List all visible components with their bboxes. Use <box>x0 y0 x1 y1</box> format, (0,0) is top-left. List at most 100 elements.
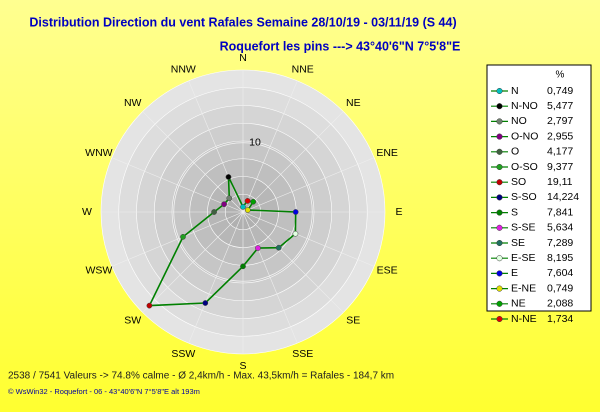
spoke <box>242 157 375 213</box>
direction-label: SSE <box>292 348 313 360</box>
direction-label: S <box>239 360 246 372</box>
spoke <box>242 211 298 344</box>
legend-marker <box>496 300 503 307</box>
r-grid <box>173 142 313 282</box>
r-tick-label: 10 <box>249 137 261 149</box>
legend-marker <box>496 133 503 140</box>
legend-value: 19,11 <box>547 176 573 188</box>
legend-value: 2,797 <box>547 115 573 127</box>
point <box>211 209 217 215</box>
legend-label: S-SO <box>511 191 537 203</box>
direction-label: N <box>239 52 247 64</box>
legend-marker <box>496 239 503 247</box>
legend-box <box>486 64 592 312</box>
legend-marker <box>496 224 503 231</box>
legend-label: S <box>511 206 518 218</box>
direction-label: SW <box>124 315 141 327</box>
legend-label: NE <box>511 298 526 310</box>
legend-value: 5,477 <box>547 100 573 112</box>
legend-label: N-NO <box>511 100 538 112</box>
legend-value: 9,377 <box>547 161 573 173</box>
legend-value: 14,224 <box>547 191 579 203</box>
legend-label: S-SE <box>511 222 536 234</box>
direction-label: NW <box>124 97 142 109</box>
point <box>292 209 299 215</box>
point <box>250 198 257 205</box>
direction-label: WSW <box>85 265 112 277</box>
direction-label: WNW <box>85 147 112 159</box>
point <box>225 174 232 180</box>
direction-label: NNE <box>292 64 314 76</box>
spoke <box>111 157 244 213</box>
point <box>180 234 186 240</box>
chart-subtitle: Roquefort les pins ---> 43°40'6"N 7°5'8"… <box>220 39 461 53</box>
legend-value: 5,634 <box>547 222 573 234</box>
legend-label: E <box>511 267 518 279</box>
legend-value: 0,749 <box>547 282 573 294</box>
spoke <box>242 211 344 313</box>
legend-marker <box>496 87 503 95</box>
legend-label: NO <box>511 115 527 127</box>
legend-title: % <box>556 70 565 81</box>
legend-label: O <box>511 146 519 158</box>
point <box>226 195 233 202</box>
spoke <box>142 111 244 213</box>
point <box>240 203 246 210</box>
legend-label: N-NE <box>511 313 537 325</box>
point <box>240 263 246 270</box>
legend-marker <box>496 209 503 216</box>
spoke <box>188 80 244 213</box>
spoke <box>188 211 244 344</box>
credit: © WsWin32 - Roquefort - 06 - 43°40'6"N 7… <box>8 387 200 396</box>
point <box>275 244 282 251</box>
spoke <box>111 211 244 267</box>
direction-label: ENE <box>376 147 398 159</box>
direction-label: SE <box>346 315 360 327</box>
legend-marker <box>496 315 503 323</box>
chart-title: Distribution Direction du vent Rafales S… <box>29 15 456 29</box>
legend-value: 2,088 <box>547 298 573 310</box>
point <box>146 302 153 309</box>
legend-value: 8,195 <box>547 252 573 264</box>
legend-marker <box>496 270 503 277</box>
legend-value: 7,604 <box>547 267 573 279</box>
legend-marker <box>496 163 503 171</box>
legend-value: 4,177 <box>547 146 573 158</box>
legend-label: O-NO <box>511 130 538 142</box>
legend-marker <box>496 118 503 125</box>
legend-value: 0,749 <box>547 85 573 97</box>
direction-label: ESE <box>377 265 398 277</box>
direction-label: NNW <box>171 64 196 76</box>
direction-label: W <box>82 206 92 218</box>
legend-label: N <box>511 85 519 97</box>
point <box>244 207 251 213</box>
legend-label: E-SE <box>511 252 536 264</box>
legend-marker <box>496 194 503 201</box>
legend: N 0,749 N-NO 5,477 NO 2,797 O-NO 2,955 O 4,177 O-S… <box>491 85 579 325</box>
direction-label: SSW <box>171 348 195 360</box>
footer: 2538 / 7541 Valeurs -> 74.8% calme - Ø 2… <box>8 371 394 382</box>
spoke <box>242 211 375 267</box>
legend-marker <box>496 255 503 262</box>
legend-marker <box>496 179 503 186</box>
legend-marker <box>496 148 503 155</box>
legend-marker <box>496 103 503 110</box>
point <box>255 245 261 251</box>
direction-label: NE <box>346 97 361 109</box>
legend-value: 7,289 <box>547 237 573 249</box>
legend-label: E-NE <box>511 282 536 294</box>
point <box>221 201 227 208</box>
legend-label: SE <box>511 237 525 249</box>
legend-value: 2,955 <box>547 130 573 142</box>
point <box>292 230 299 237</box>
legend-value: 7,841 <box>547 206 573 218</box>
legend-marker <box>496 285 503 292</box>
legend-label: SO <box>511 176 526 188</box>
legend-label: O-SO <box>511 161 538 173</box>
point <box>244 198 251 204</box>
legend-value: 1,734 <box>547 313 573 325</box>
point <box>202 300 209 306</box>
direction-label: E <box>395 206 402 218</box>
spoke <box>142 211 244 313</box>
